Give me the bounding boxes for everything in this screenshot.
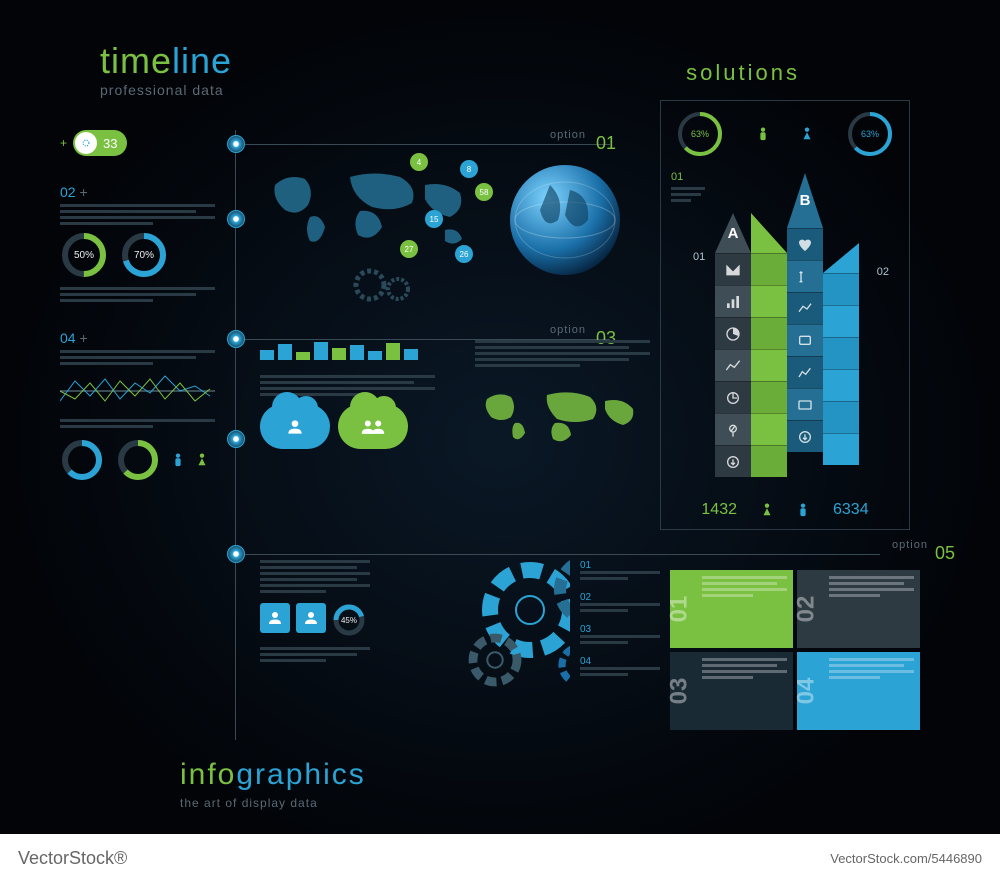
ring-male: 63% [675,109,725,159]
donut-chart [116,438,160,482]
male-icon [797,503,809,517]
map-pin: 58 [475,183,493,201]
section-gears: 45% 01 02 03 04 [260,560,660,730]
stat-left: 1432 [701,501,737,519]
solution-columns: A B [715,173,859,483]
option-label: option [892,539,928,551]
plus-icon: + [79,330,87,346]
timeline-node [227,135,245,153]
donut-45: 45% [332,603,366,637]
mini-line-chart [60,371,215,411]
sidebar-badge-block: + 33 [60,130,215,156]
plus-icon: + [79,184,87,200]
title-infographics: infographics [180,758,366,792]
placeholder-text [60,419,215,428]
attribution: VectorStock.com/5446890 [830,851,982,866]
gears-small-icon [350,265,430,305]
ring-female: 63% [845,109,895,159]
map-pin: 26 [455,245,473,263]
info-box: 04 [797,652,920,730]
solution-stats: 1432 6334 [661,501,909,519]
male-icon [172,453,184,467]
placeholder-text [475,340,650,367]
title-part1: time [100,40,172,81]
option-label: option [550,324,586,336]
world-map-icon [260,155,480,265]
placeholder-text [60,287,215,302]
donut-chart: 70% [120,231,168,279]
placeholder-text [60,350,215,365]
avatar-icon [260,603,290,633]
sidebar-02: 02 + 50%70% [60,184,215,302]
female-icon [761,503,773,517]
column-b2 [823,243,859,483]
info-box: 02 [797,570,920,648]
stat-right: 6334 [833,501,869,519]
sol-left-text: 01 [671,171,705,202]
gear-list-item: 02 [580,592,660,612]
plus-icon: + [60,136,67,150]
gear-list-item: 04 [580,656,660,676]
section-03 [260,340,650,530]
donut-chart [60,438,104,482]
column-a2 [751,213,787,483]
option-number: 05 [935,543,955,564]
timeline-node [227,210,245,228]
sidebar: + 33 02 + 50%70% 04 + [60,130,215,510]
map-pin: 27 [400,240,418,258]
timeline-node [227,430,245,448]
subtitle-infographics: the art of display data [180,796,318,810]
title-solutions: solutions [686,60,800,86]
cloud-users-icon [338,404,408,449]
numbered-boxes: 01020304 [670,570,920,730]
mini-bar-chart [260,340,430,360]
sidebar-04: 04 + [60,330,215,482]
map-pin: 15 [425,210,443,228]
world-map-block: 4 8 58 15 27 26 [260,135,640,305]
title-timeline: timeline [100,40,232,82]
map-pin: 4 [410,153,428,171]
placeholder-text [260,560,370,593]
subtitle: professional data [100,82,224,98]
badge-sunburst-icon [75,132,97,154]
info-box: 01 [670,570,793,648]
stat-badge: 33 [73,130,127,156]
watermark-bar: VectorStock® VectorStock.com/5446890 [0,834,1000,882]
male-icon [757,127,769,141]
avatar-icon [296,603,326,633]
cloud-user-icon [260,404,330,449]
column-a: A [715,213,751,483]
title-part2: line [172,40,232,81]
timeline-node [227,330,245,348]
world-map-small-icon [475,377,645,457]
female-icon [801,127,813,141]
female-icon [196,453,208,467]
column-b: B [787,173,823,483]
globe-icon [510,165,620,275]
connector-line [245,554,880,555]
solutions-panel: 63% 63% 01 A [660,100,910,530]
info-box: 03 [670,652,793,730]
gear-list-item: 03 [580,624,660,644]
donut-chart: 50% [60,231,108,279]
timeline-node [227,545,245,563]
map-pin: 8 [460,160,478,178]
placeholder-text [60,204,215,225]
placeholder-text [260,647,370,662]
badge-value: 33 [103,136,117,151]
brand: VectorStock® [18,848,127,869]
gear-list-item: 01 [580,560,660,580]
